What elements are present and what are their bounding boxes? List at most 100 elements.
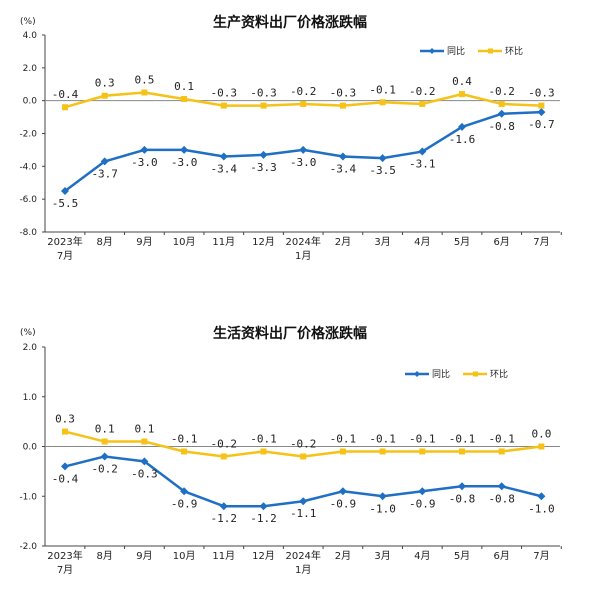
data-label-环比: -0.1 — [369, 83, 396, 96]
x-tick-label: 10月 — [173, 236, 196, 248]
x-tick-label: 3月 — [374, 550, 390, 562]
data-point-环比 — [339, 448, 346, 455]
data-label-同比: -3.5 — [369, 164, 396, 177]
x-tick-label: 5月 — [454, 550, 470, 562]
data-point-环比 — [101, 92, 108, 99]
data-label-同比: -0.8 — [488, 120, 515, 133]
data-point-同比 — [537, 492, 546, 501]
data-label-环比: -0.1 — [488, 432, 515, 445]
legend-marker-环比 — [488, 48, 493, 54]
data-label-环比: -0.2 — [409, 85, 436, 98]
data-point-同比 — [458, 482, 466, 491]
data-point-同比 — [338, 487, 347, 496]
data-label-同比: -0.9 — [330, 497, 357, 510]
legend-label-同比: 同比 — [447, 45, 465, 57]
data-point-同比 — [219, 152, 228, 161]
data-label-同比: -0.4 — [52, 472, 79, 485]
y-tick-label: 1.0 — [23, 393, 38, 403]
data-point-同比 — [61, 186, 69, 195]
data-point-环比 — [419, 100, 426, 107]
data-label-环比: -0.1 — [449, 432, 476, 445]
x-tick-label: 4月 — [414, 550, 430, 562]
x-tick-label: 3月 — [374, 236, 390, 248]
data-label-同比: -1.0 — [369, 502, 396, 515]
data-point-同比 — [497, 109, 506, 118]
data-point-同比 — [100, 157, 109, 166]
data-point-环比 — [260, 102, 267, 109]
data-label-环比: -0.1 — [171, 432, 198, 445]
data-point-同比 — [299, 497, 308, 506]
y-tick-label: -4.0 — [19, 162, 37, 172]
y-tick-label: -2.0 — [19, 542, 37, 552]
x-tick-label: 8月 — [97, 550, 113, 562]
data-label-环比: 0.1 — [174, 80, 194, 93]
data-label-同比: -3.3 — [250, 161, 277, 174]
chart-title: 生活资料出厂价格涨跌幅 — [213, 325, 367, 342]
data-label-环比: 0.3 — [95, 77, 115, 90]
y-tick-label: 2.0 — [23, 343, 38, 353]
data-point-同比 — [219, 502, 228, 511]
data-label-环比: 0.1 — [134, 423, 154, 436]
data-point-同比 — [497, 482, 506, 491]
y-tick-label: -8.0 — [19, 228, 37, 238]
data-label-同比: -0.9 — [171, 497, 198, 510]
data-point-同比 — [537, 108, 546, 117]
x-tick-label: 1月 — [295, 250, 311, 262]
chart-title: 生产资料出厂价格涨跌幅 — [213, 14, 367, 31]
data-point-环比 — [379, 448, 386, 455]
data-label-同比: -5.5 — [52, 197, 79, 210]
data-point-环比 — [101, 438, 108, 445]
data-label-环比: 0.3 — [55, 413, 75, 426]
data-point-环比 — [419, 448, 426, 455]
data-label-环比: -0.1 — [330, 432, 357, 445]
data-label-环比: 0.4 — [452, 75, 472, 88]
data-label-环比: -0.3 — [211, 87, 238, 100]
x-tick-label: 11月 — [212, 550, 235, 562]
data-point-环比 — [220, 453, 227, 460]
data-label-同比: -3.0 — [131, 156, 158, 169]
data-point-环比 — [538, 102, 545, 109]
data-point-环比 — [459, 91, 465, 98]
data-point-环比 — [498, 100, 505, 107]
x-tick-label: 7月 — [57, 564, 73, 576]
data-point-同比 — [418, 487, 427, 496]
x-tick-label: 7月 — [57, 250, 73, 262]
data-point-同比 — [100, 452, 109, 461]
x-tick-label: 7月 — [533, 550, 549, 562]
y-tick-label: 0.0 — [23, 443, 38, 453]
data-label-同比: -0.8 — [488, 492, 515, 505]
x-tick-label: 11月 — [212, 236, 235, 248]
data-label-同比: -3.0 — [171, 156, 198, 169]
data-label-同比: -3.1 — [409, 158, 436, 171]
legend-marker-同比 — [414, 371, 420, 377]
data-point-同比 — [259, 502, 268, 511]
data-label-环比: -0.1 — [409, 432, 436, 445]
data-label-环比: 0.0 — [531, 428, 551, 441]
data-point-环比 — [300, 453, 307, 460]
data-point-环比 — [538, 443, 545, 450]
consumer-goods-chart: 生活资料出厂价格涨跌幅 (%) 2.0 1.0 0.0 -1.0 -2.0 2023年 7月… — [19, 325, 562, 576]
x-tick-label: 2024年 — [285, 549, 320, 562]
data-label-同比: -0.2 — [91, 462, 118, 475]
y-tick-label: -2.0 — [19, 130, 37, 140]
data-point-同比 — [378, 154, 387, 163]
x-tick-label: 8月 — [97, 236, 113, 248]
data-point-同比 — [61, 462, 69, 471]
data-label-同比: -0.3 — [131, 467, 158, 480]
data-point-环比 — [220, 102, 227, 109]
data-point-环比 — [62, 428, 68, 435]
x-tick-label: 10月 — [173, 550, 196, 562]
data-point-环比 — [300, 100, 307, 107]
y-tick-label: -6.0 — [19, 195, 37, 205]
data-point-环比 — [181, 96, 188, 103]
x-tick-label: 7月 — [533, 236, 549, 248]
data-label-环比: -0.2 — [290, 437, 317, 450]
data-point-环比 — [181, 448, 188, 455]
data-label-同比: -1.1 — [290, 507, 317, 520]
data-point-环比 — [459, 448, 465, 455]
x-tick-label: 2月 — [335, 550, 351, 562]
data-label-环比: -0.2 — [290, 85, 317, 98]
data-label-同比: -1.6 — [449, 133, 476, 146]
x-tick-label: 9月 — [136, 550, 152, 562]
data-label-同比: -1.2 — [211, 512, 238, 525]
